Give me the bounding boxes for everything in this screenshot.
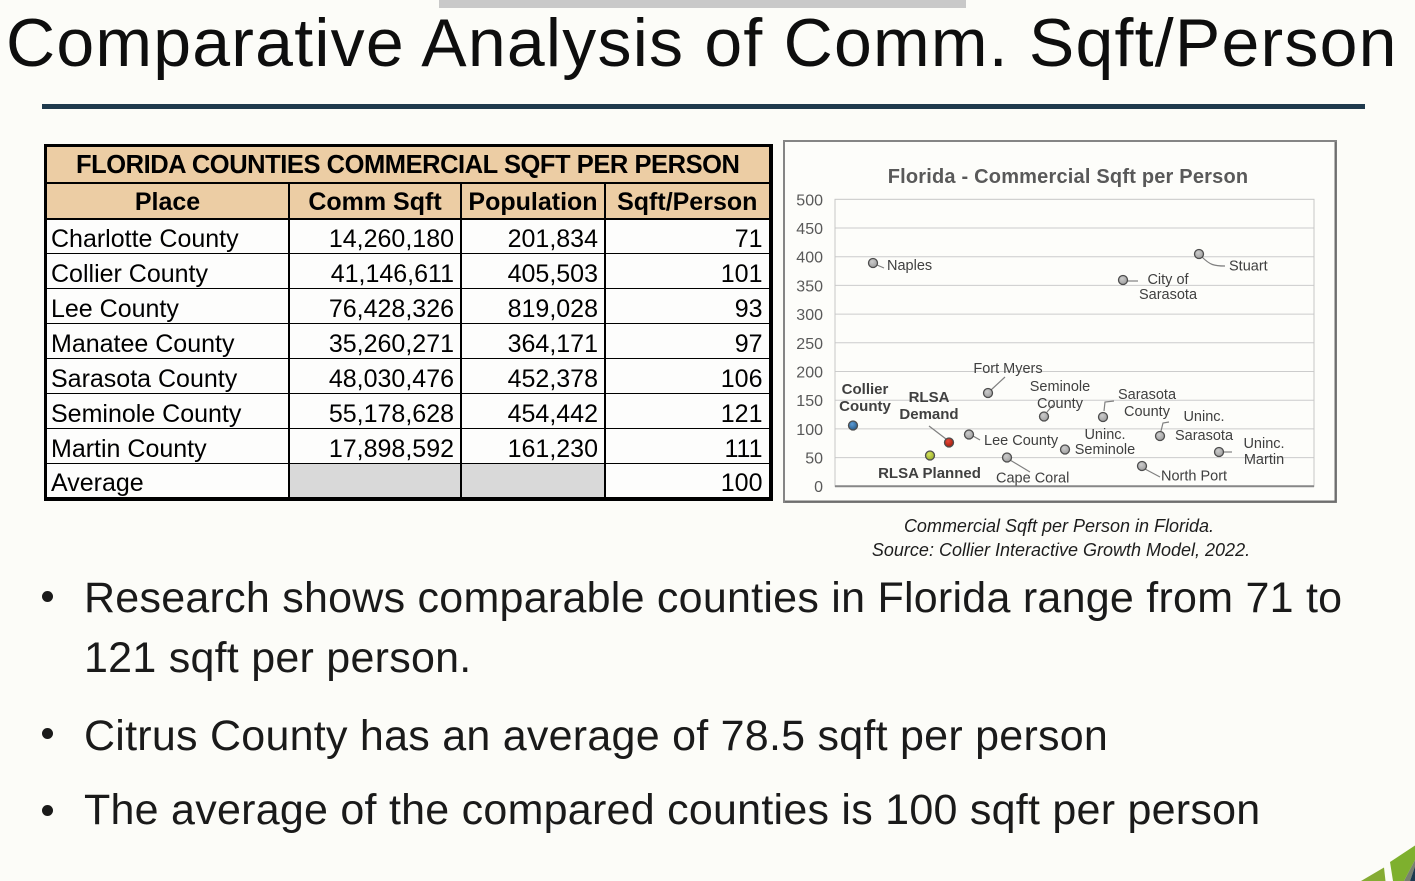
svg-text:Cape Coral: Cape Coral — [996, 471, 1069, 487]
svg-text:450: 450 — [796, 221, 823, 238]
svg-text:100: 100 — [796, 422, 823, 439]
svg-text:Martin: Martin — [1244, 452, 1284, 468]
svg-text:Sarasota: Sarasota — [1118, 387, 1177, 403]
svg-text:Sarasota: Sarasota — [1139, 287, 1198, 303]
svg-text:500: 500 — [796, 192, 823, 209]
svg-text:Seminole: Seminole — [1030, 379, 1090, 395]
svg-text:Stuart: Stuart — [1229, 259, 1268, 275]
svg-text:County: County — [1124, 404, 1171, 420]
svg-text:400: 400 — [796, 250, 823, 267]
svg-text:Naples: Naples — [887, 258, 932, 274]
svg-text:Uninc.: Uninc. — [1183, 409, 1224, 425]
svg-text:350: 350 — [796, 278, 823, 295]
svg-text:50: 50 — [805, 451, 823, 468]
svg-text:0: 0 — [814, 479, 823, 496]
svg-text:Collier: Collier — [842, 381, 889, 398]
svg-text:150: 150 — [796, 393, 823, 410]
svg-text:300: 300 — [796, 307, 823, 324]
svg-text:Florida - Commercial Sqft per: Florida - Commercial Sqft per Person — [888, 166, 1249, 188]
svg-text:200: 200 — [796, 365, 823, 382]
svg-text:Fort Myers: Fort Myers — [973, 361, 1042, 377]
svg-text:250: 250 — [796, 336, 823, 353]
svg-text:Lee County: Lee County — [984, 433, 1059, 449]
svg-text:North Port: North Port — [1161, 469, 1227, 485]
svg-text:County: County — [839, 398, 891, 415]
svg-text:Seminole: Seminole — [1075, 442, 1135, 458]
svg-text:County: County — [1037, 396, 1084, 412]
svg-text:Sarasota: Sarasota — [1175, 428, 1234, 444]
svg-text:Uninc.: Uninc. — [1243, 436, 1284, 452]
svg-text:RLSA: RLSA — [909, 389, 950, 406]
svg-text:RLSA Planned: RLSA Planned — [878, 465, 981, 482]
svg-text:City of: City of — [1147, 272, 1189, 288]
svg-text:Uninc.: Uninc. — [1084, 427, 1125, 443]
svg-text:Demand: Demand — [899, 406, 958, 423]
